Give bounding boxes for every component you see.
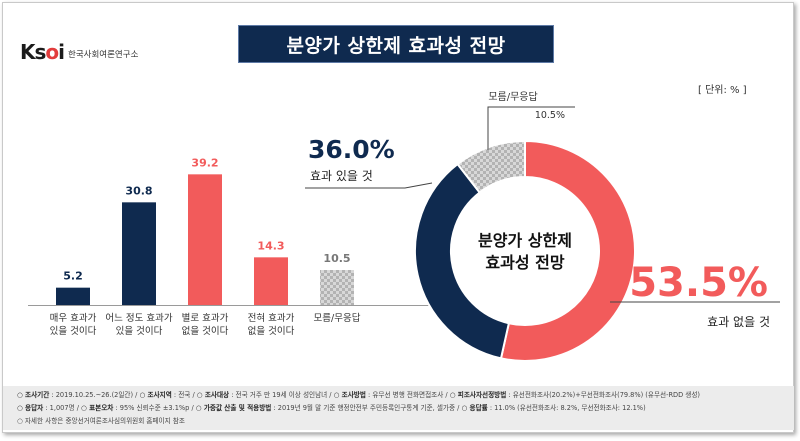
footer-key: ○ 응답자 [17,404,44,412]
footer-value: : 95% 신뢰수준 ±3.1%p / [113,404,196,412]
footer-value: : 2019.10.25.~26.(2일간) / [49,391,140,399]
bar-value-label: 5.2 [63,270,83,283]
bar-category-label: 전혀 효과가 [248,313,295,324]
bar-category-label: 없을 것이다 [182,325,229,337]
footer-line-2: ○ 응답자 : 1,007명 / ○ 표본오차 : 95% 신뢰수준 ±3.1%… [17,402,784,415]
donut-slice-label-2: 모름/무응답 [488,91,537,103]
bar-category-label: 모름/무응답 [314,312,361,324]
bar-3 [254,257,288,305]
footer-key: ○ 조사방법 [333,391,366,399]
footer-key: ○ 가중값 산출 및 적용방법 [195,404,272,412]
footer-line-3: ○ 자세한 사항은 중앙선거여론조사심의위원회 홈페이지 참조 [17,417,185,425]
bar-value-label: 39.2 [191,156,218,169]
donut-value-label-0: 53.5% [629,260,768,306]
bar-0 [56,287,90,305]
bar-category-label: 별로 효과가 [182,313,229,324]
logo-mark: Ksoi [20,40,65,64]
donut-center-label: 분양가 상한제 [478,231,572,250]
bar-4 [320,270,354,305]
bar-1 [122,202,156,305]
footer-value: : 11.0% (유선전화조사: 8.2%, 무선전화조사: 12.1%) [487,404,646,412]
donut-slice-0 [499,139,636,362]
logo: Ksoi 한국사회여론연구소 [20,40,138,64]
bar-category-label: 없을 것이다 [248,325,295,337]
bar-category-label: 어느 정도 효과가 [105,313,172,324]
donut-value-label-2: 10.5% [535,110,565,121]
unit-label: [ 단위: % ] [698,85,747,96]
bar-category-label: 매우 효과가 [50,313,97,324]
donut-slice-label-0: 효과 없을 것 [707,315,770,329]
page-title: 분양가 상한제 효과성 전망 [238,25,554,63]
leader-line-1 [305,182,433,189]
footer-key: ○ 조사대상 [196,391,230,399]
footer-line-1: ○ 조사기간 : 2019.10.25.~26.(2일간) / ○ 조사지역 :… [17,389,784,402]
donut-value-label-1: 36.0% [308,135,395,164]
footer-value: : 2019년 9월 말 기준 행정안전부 주민등록인구통계 기준, 셀가중 / [271,404,462,412]
donut-slice-2 [456,139,526,194]
footer-value: : 유무선 병행 전화면접조사 / [365,391,450,399]
footer-key: ○ 조사지역 [139,391,172,399]
logo-text: 한국사회여론연구소 [68,50,139,60]
footer-value: : 유선전화조사(20.2%)+무선전화조사(79.8%) (유무선-RDD 생… [506,391,700,399]
leader-line-2 [487,106,575,150]
footer-value: : 전국 거주 만 19세 이상 성인남녀 / [229,391,334,399]
bar-category-label: 있을 것이다 [50,325,97,337]
donut-slice-label-1: 효과 있을 것 [310,169,373,183]
footer-value: : 전국 / [171,391,197,399]
bar-value-label: 30.8 [125,184,152,197]
footer-key: ○ 표본오차 [81,404,114,412]
footer-key: ○ 조사기간 [17,391,50,399]
donut-slice-1 [414,162,511,360]
bar-category-label: 있을 것이다 [116,325,163,337]
survey-footer: ○ 조사기간 : 2019.10.25.~26.(2일간) / ○ 조사지역 :… [3,386,794,430]
donut-center-label: 효과성 전망 [485,253,564,272]
bar-value-label: 10.5 [323,252,350,265]
footer-value: : 1,007명 / [43,404,82,412]
footer-key: ○ 응답률 [461,404,488,412]
bar-2 [188,174,222,305]
footer-key: ○ 피조사자선정방법 [449,391,507,399]
bar-value-label: 14.3 [257,239,284,252]
